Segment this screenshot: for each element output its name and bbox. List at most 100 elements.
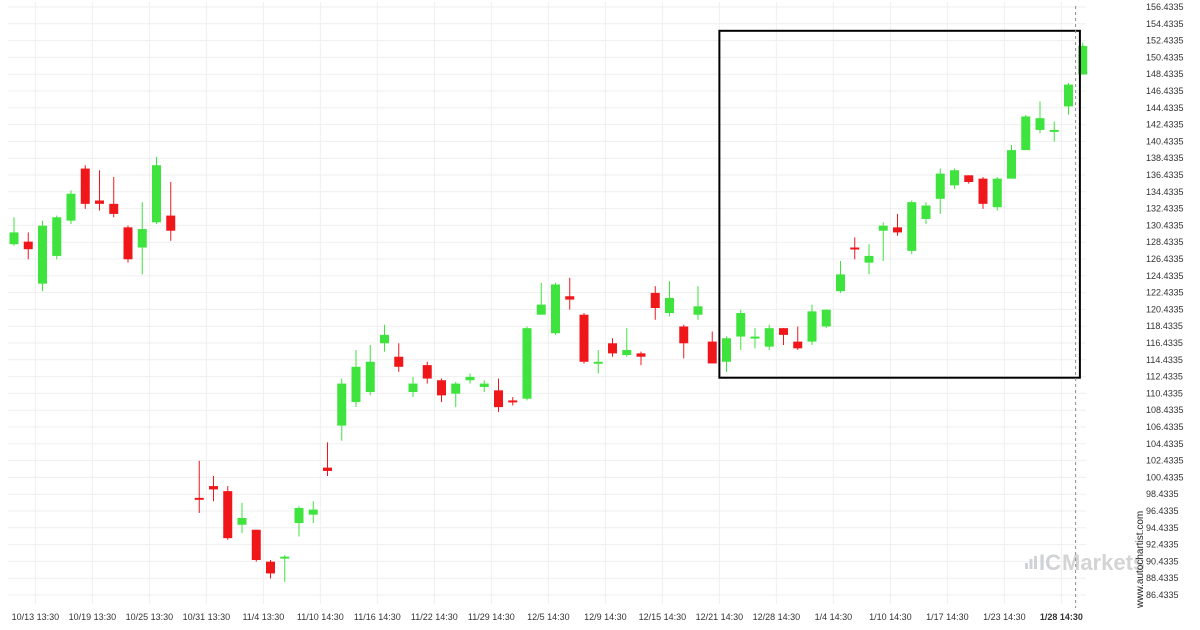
candle-body [422, 365, 432, 379]
y-tick-label: 100.4335 [1146, 472, 1184, 482]
x-tick-label: 12/15 14:30 [639, 612, 687, 622]
overlays [718, 6, 1081, 608]
y-tick-label: 112.4335 [1146, 372, 1183, 382]
candle [209, 476, 218, 502]
candle [821, 309, 831, 329]
candle-body [722, 338, 731, 362]
x-tick-label: 12/21 14:30 [696, 612, 744, 622]
candle [494, 378, 503, 413]
candle-body [223, 491, 233, 539]
candle-body [850, 247, 860, 250]
x-tick-label: 1/10 14:30 [869, 612, 912, 622]
candle-body [650, 292, 660, 309]
candle-body [907, 202, 917, 251]
candle [893, 213, 902, 236]
candle [380, 324, 389, 352]
candle-body [137, 229, 147, 248]
x-tick-label: 11/16 14:30 [354, 612, 401, 622]
candle [579, 313, 589, 364]
candle [408, 376, 418, 398]
candle [23, 232, 33, 260]
y-tick-label: 90.4335 [1146, 556, 1179, 566]
x-tick-label: 1/23 14:30 [983, 612, 1026, 622]
candle-body [935, 173, 945, 199]
candle [992, 176, 1002, 211]
candle [551, 282, 560, 335]
candle [950, 168, 959, 189]
candle-body [1064, 84, 1073, 107]
candle [1007, 145, 1016, 179]
candle [964, 175, 974, 184]
candle [323, 442, 332, 477]
y-tick-label: 132.4335 [1146, 204, 1184, 214]
y-tick-label: 120.4335 [1146, 304, 1184, 314]
y-tick-label: 104.4335 [1146, 439, 1184, 449]
candle-body [52, 217, 62, 256]
candle-body [707, 341, 717, 364]
candle [52, 215, 62, 260]
candle-body [750, 336, 760, 339]
candle-body [237, 518, 247, 525]
x-tick-label: 1/17 14:30 [926, 612, 969, 622]
candle-body [38, 225, 47, 284]
candle [736, 309, 746, 351]
candle [223, 486, 233, 540]
x-tick-label: 12/28 14:30 [753, 612, 801, 622]
x-tick-label: 12/9 14:30 [584, 612, 627, 622]
icmarkets-watermark: IC Markets [1025, 550, 1145, 575]
candle [308, 501, 318, 524]
candle [565, 277, 575, 310]
candle-body [323, 467, 332, 471]
candle [707, 331, 717, 364]
candle [807, 304, 817, 345]
candle-body [764, 328, 774, 347]
candle-body [736, 313, 746, 337]
candle-body [992, 178, 1002, 208]
candle [536, 282, 546, 315]
candle [722, 336, 731, 372]
candle [1078, 42, 1088, 75]
candle-body [593, 361, 603, 364]
candle-body [950, 170, 959, 186]
candle-body [166, 215, 176, 231]
y-tick-label: 146.4335 [1146, 86, 1184, 96]
candle-body [308, 509, 318, 515]
candle [793, 326, 803, 351]
candle-body [1049, 129, 1059, 132]
x-tick-label: 12/5 14:30 [527, 612, 570, 622]
y-tick-label: 106.4335 [1146, 422, 1184, 432]
candle [152, 156, 161, 225]
candle-body [394, 356, 404, 367]
candle [522, 326, 532, 401]
candle [1064, 82, 1073, 115]
candle-body [522, 328, 532, 399]
y-tick-label: 94.4335 [1146, 523, 1179, 533]
candle-body [95, 200, 104, 204]
x-tick-label: 10/25 13:30 [126, 612, 174, 622]
candle [1021, 114, 1031, 151]
candle-body [978, 178, 988, 204]
candle-body [693, 306, 703, 315]
candle [9, 217, 19, 246]
candle [294, 506, 304, 537]
candle [38, 220, 47, 292]
x-tick-label: 11/29 14:30 [468, 612, 515, 622]
y-tick-label: 86.4335 [1146, 590, 1179, 600]
candle [123, 225, 133, 263]
candle-body [1035, 118, 1045, 130]
candles [9, 42, 1088, 582]
x-tick-label: 1/4 14:30 [815, 612, 853, 622]
candle-body [864, 255, 874, 263]
candle [935, 168, 945, 214]
candle-body [437, 380, 446, 396]
candle-body [821, 309, 831, 327]
candle-body [251, 529, 261, 561]
candle-body [351, 366, 361, 403]
y-tick-label: 128.4335 [1146, 237, 1184, 247]
y-axis-tick-labels: 156.4335 154.4335 152.4335 150.4335 148.4335… [1146, 2, 1184, 600]
candle-body [152, 165, 161, 223]
candle [1035, 101, 1045, 134]
x-tick-label: 10/13 13:30 [12, 612, 60, 622]
candle-body [337, 383, 347, 426]
candle [921, 202, 931, 225]
